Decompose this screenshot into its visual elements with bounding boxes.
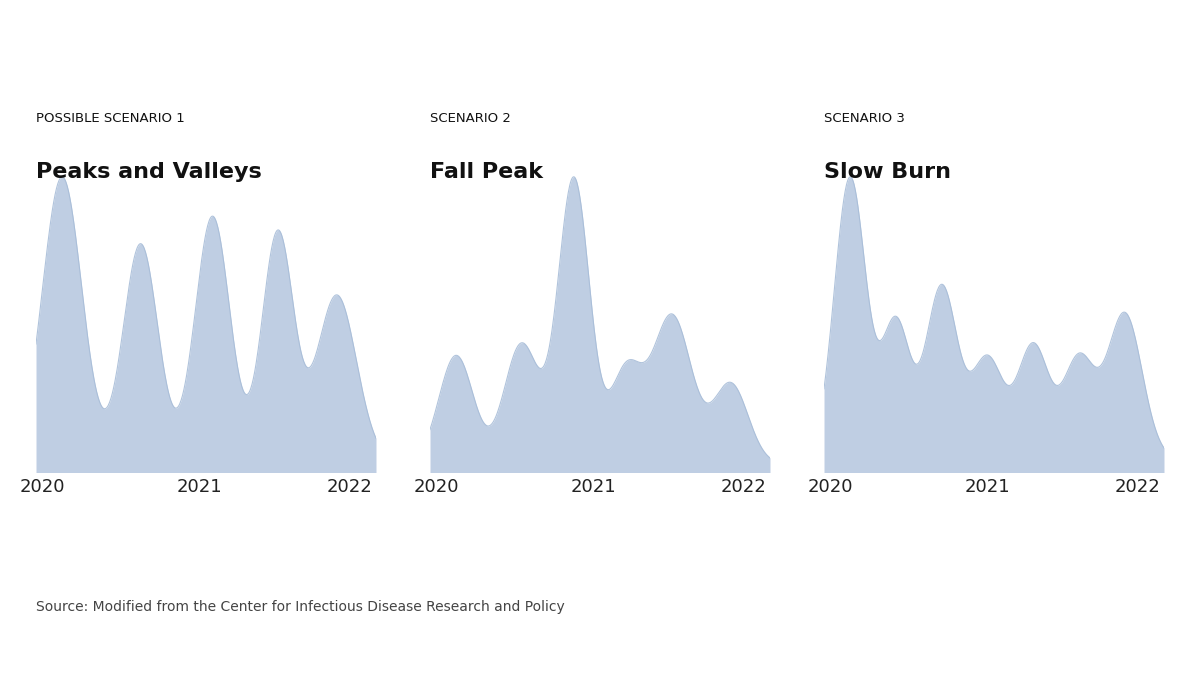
Text: Fall Peak: Fall Peak — [430, 162, 542, 182]
Text: Source: Modified from the Center for Infectious Disease Research and Policy: Source: Modified from the Center for Inf… — [36, 600, 565, 614]
Text: SCENARIO 2: SCENARIO 2 — [430, 112, 511, 125]
Text: POSSIBLE SCENARIO 1: POSSIBLE SCENARIO 1 — [36, 112, 185, 125]
Text: Peaks and Valleys: Peaks and Valleys — [36, 162, 262, 182]
Text: Slow Burn: Slow Burn — [824, 162, 952, 182]
Text: SCENARIO 3: SCENARIO 3 — [824, 112, 905, 125]
